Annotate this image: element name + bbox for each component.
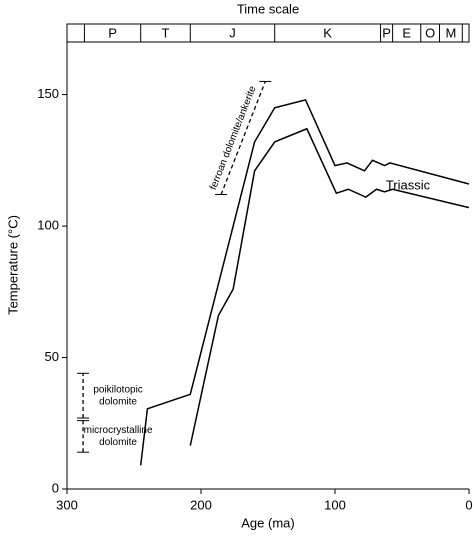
range-label: dolomite <box>99 437 137 448</box>
time-scale-label: K <box>323 25 332 40</box>
time-scale-label: P <box>108 25 117 40</box>
x-axis-label: Age (ma) <box>241 515 294 530</box>
y-tick-label: 150 <box>37 86 59 101</box>
range-label: poikilotopic <box>93 384 142 395</box>
y-tick-label: 100 <box>37 217 59 232</box>
data-line <box>139 98 470 466</box>
range-label: ferroan dolomite/ankerite <box>208 84 259 191</box>
time-scale-label: E <box>402 25 411 40</box>
x-tick-label: 200 <box>190 497 212 512</box>
time-scale-label: J <box>229 25 236 40</box>
y-tick-label: 50 <box>45 349 59 364</box>
data-line <box>189 127 470 446</box>
range-label: dolomite <box>99 396 137 407</box>
x-tick-label: 0 <box>465 497 472 512</box>
time-scale-label: O <box>425 25 435 40</box>
time-scale-label: M <box>445 25 456 40</box>
range-label: microcrystalline <box>84 425 153 436</box>
x-tick-label: 100 <box>324 497 346 512</box>
y-axis-label: Temperature (°C) <box>5 215 20 315</box>
y-tick-label: 0 <box>52 480 59 495</box>
chart-title: Time scale <box>237 1 299 16</box>
range-line <box>220 81 266 195</box>
time-scale-label: P <box>382 25 391 40</box>
annotation: Triassic <box>386 177 431 192</box>
x-tick-label: 300 <box>56 497 78 512</box>
time-scale-label: T <box>162 25 170 40</box>
